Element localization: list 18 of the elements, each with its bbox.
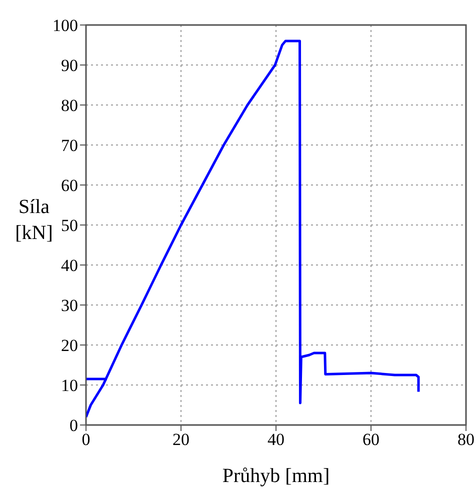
y-tick-label: 40 [61, 256, 78, 276]
y-tick-label: 0 [70, 416, 78, 436]
x-tick-label: 40 [268, 430, 284, 450]
y-tick-label: 50 [61, 216, 78, 236]
y-tick-label: 30 [61, 296, 78, 316]
x-tick-label: 80 [458, 430, 474, 450]
y-tick-label: 90 [61, 56, 78, 76]
y-tick-label: 60 [61, 176, 78, 196]
y-tick-label: 80 [61, 96, 78, 116]
y-tick-label: 100 [52, 16, 78, 36]
y-tick-label: 20 [61, 336, 78, 356]
y-tick-label: 10 [61, 376, 78, 396]
y-tick-label: 70 [61, 136, 78, 156]
x-tick-label: 20 [172, 430, 190, 450]
x-tick-label: 0 [82, 430, 90, 450]
y-axis-title: Síla [kN] [15, 196, 53, 244]
x-axis-title: Průhyb [mm] [222, 465, 330, 487]
x-tick-label: 60 [362, 430, 380, 450]
